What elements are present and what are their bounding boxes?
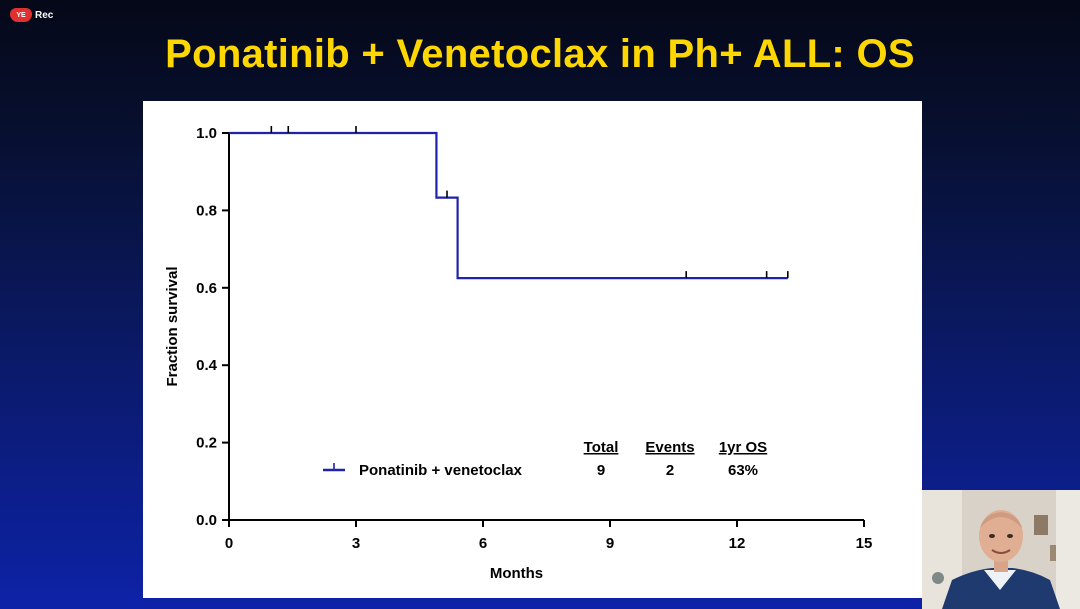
y-tick-label: 0.6 — [196, 280, 217, 297]
legend-header: Events — [645, 439, 694, 456]
recording-badge: YE Rec — [10, 8, 53, 22]
slide-title: Ponatinib + Venetoclax in Ph+ ALL: OS — [165, 32, 915, 76]
legend-header: Total — [584, 439, 619, 456]
presenter-image — [922, 490, 1080, 609]
y-axis-title: Fraction survival — [164, 266, 181, 386]
recording-label: Rec — [35, 9, 54, 21]
x-tick-label: 15 — [856, 535, 873, 552]
record-icon: YE — [10, 8, 32, 22]
chart-panel: 0.0 0.2 0.4 0.6 0.8 1.0 0 3 6 9 12 15 Months Fraction… — [143, 101, 922, 598]
legend-series-label: Ponatinib + venetoclax — [359, 462, 523, 479]
x-tick-label: 0 — [225, 535, 233, 552]
y-tick-label: 1.0 — [196, 125, 217, 142]
webcam-video — [922, 490, 1080, 609]
y-tick-label: 0.4 — [196, 357, 218, 374]
legend-value: 63% — [728, 462, 758, 479]
x-tick-label: 3 — [352, 535, 360, 552]
survival-chart: 0.0 0.2 0.4 0.6 0.8 1.0 0 3 6 9 12 15 Months Fraction… — [164, 125, 873, 582]
x-tick-label: 6 — [479, 535, 487, 552]
legend-value: 2 — [666, 462, 674, 479]
x-tick-label: 12 — [729, 535, 746, 552]
y-tick-label: 0.2 — [196, 435, 217, 452]
legend-value: 9 — [597, 462, 605, 479]
y-tick-label: 0.0 — [196, 512, 217, 529]
x-tick-label: 9 — [606, 535, 614, 552]
legend-header: 1yr OS — [719, 439, 767, 456]
km-curve-line — [229, 131, 788, 280]
y-tick-label: 0.8 — [196, 202, 217, 219]
x-axis-title: Months — [490, 565, 543, 582]
